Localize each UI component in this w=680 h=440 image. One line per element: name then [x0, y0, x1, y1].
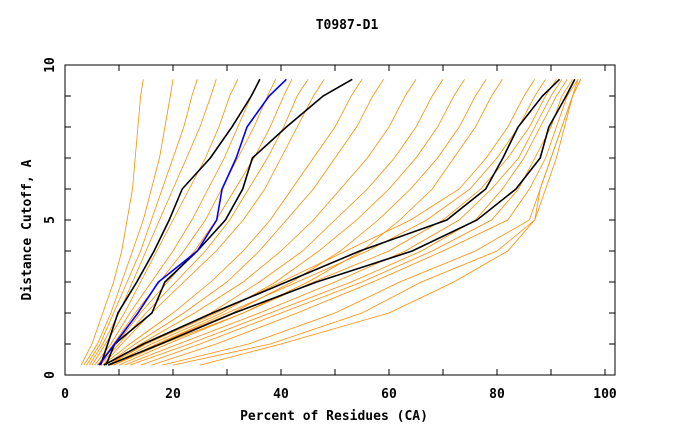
model-curve	[105, 79, 384, 366]
model-curve	[199, 79, 579, 366]
model-curve	[97, 79, 276, 366]
x-tick-label: 20	[165, 387, 181, 402]
y-axis-label: Distance Cutoff, A	[20, 159, 35, 300]
x-axis-label: Percent of Residues (CA)	[240, 409, 428, 424]
y-tick-label: 10	[43, 57, 58, 73]
model-curve	[99, 79, 309, 366]
model-curve	[83, 79, 174, 366]
model-curve	[80, 79, 144, 366]
highlight-curve-black	[103, 78, 561, 366]
model-curve	[86, 79, 198, 366]
model-curve	[91, 79, 239, 366]
chart-title: T0987-D1	[316, 18, 379, 33]
x-tick-label: 0	[61, 387, 69, 402]
model-curve	[151, 79, 579, 366]
highlight-curve-black	[105, 78, 353, 366]
ticks-layer: 0 20 40 60 80 100 0 5 10	[43, 57, 617, 402]
highlight-curve-black	[99, 78, 261, 366]
y-tick-label: 5	[43, 216, 58, 224]
model-curve	[162, 79, 582, 366]
model-curve	[113, 79, 487, 366]
highlight-curve-blue	[98, 78, 287, 366]
x-tick-label: 80	[489, 387, 505, 402]
y-tick-label: 0	[43, 371, 58, 379]
model-curve	[118, 79, 557, 366]
model-curve	[124, 79, 563, 366]
model-curve	[102, 79, 325, 366]
model-curve	[94, 79, 260, 366]
x-tick-label: 100	[593, 387, 617, 402]
model-curve	[110, 79, 465, 366]
model-curve	[108, 79, 536, 366]
plot-frame	[64, 64, 616, 376]
x-tick-label: 60	[381, 387, 397, 402]
model-curve	[107, 79, 417, 366]
model-curve	[102, 79, 363, 366]
series-layer	[80, 78, 582, 366]
model-curve	[88, 79, 217, 366]
highlight-curve-black	[107, 78, 576, 366]
model-curve	[113, 79, 503, 366]
model-curve	[113, 79, 546, 366]
x-tick-label: 40	[273, 387, 289, 402]
